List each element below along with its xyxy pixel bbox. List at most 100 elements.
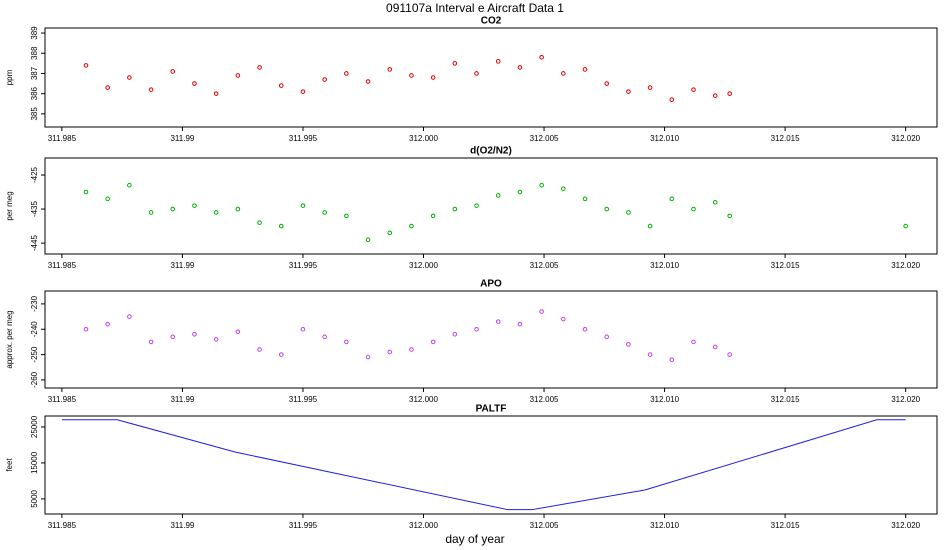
- y-tick-label: -445: [30, 235, 39, 252]
- x-tick-label: 312.010: [650, 134, 679, 143]
- data-point: [691, 87, 696, 92]
- data-point: [365, 354, 371, 360]
- data-point: [712, 93, 718, 98]
- data-point: [83, 189, 89, 195]
- data-point: [192, 81, 197, 86]
- data-point: [474, 71, 479, 76]
- data-point: [148, 87, 154, 92]
- data-point: [539, 182, 544, 188]
- y-axis-label: approx. per meg: [5, 310, 14, 368]
- y-tick-label: -435: [30, 201, 39, 218]
- x-tick-label: 311.995: [289, 395, 318, 404]
- y-tick-label: -425: [30, 166, 39, 183]
- data-point: [495, 59, 501, 64]
- data-point: [561, 186, 566, 191]
- data-point: [322, 210, 327, 215]
- panel-title: d(O2/N2): [470, 146, 512, 157]
- data-point: [647, 352, 653, 357]
- plot-frame: [44, 290, 938, 389]
- data-point: [127, 182, 132, 188]
- data-point: [105, 321, 110, 327]
- data-point: [278, 223, 284, 229]
- data-point: [213, 210, 219, 215]
- data-point: [148, 339, 154, 345]
- y-tick-label: -260: [30, 371, 39, 388]
- data-point: [409, 73, 414, 78]
- data-point: [409, 223, 414, 229]
- data-point: [257, 347, 262, 352]
- data-point: [452, 206, 458, 212]
- data-point: [626, 342, 631, 347]
- data-point: [626, 89, 631, 94]
- data-point: [235, 73, 241, 78]
- data-point: [257, 65, 262, 70]
- x-tick-label: 311.99: [170, 261, 194, 270]
- data-point: [561, 71, 566, 76]
- x-tick-label: 312.015: [771, 395, 800, 404]
- x-tick-label: 311.995: [289, 521, 318, 530]
- y-tick-label: 386: [30, 86, 39, 100]
- data-point: [430, 75, 436, 80]
- data-point: [105, 85, 110, 90]
- data-point: [344, 339, 349, 345]
- x-tick-label: 311.995: [289, 134, 318, 143]
- data-point: [669, 357, 675, 362]
- panel-title: PALTF: [476, 404, 507, 415]
- x-tick-label: 312.015: [771, 134, 800, 143]
- data-point: [235, 329, 241, 335]
- data-point: [322, 334, 327, 340]
- data-point: [344, 71, 349, 76]
- x-tick-label: 312.000: [409, 134, 438, 143]
- data-point: [604, 334, 610, 340]
- chart-title: 091107a Interval e Aircraft Data 1: [386, 1, 564, 15]
- x-tick-label: 312.010: [650, 521, 679, 530]
- data-point: [300, 203, 306, 208]
- data-point: [127, 75, 132, 80]
- data-point: [474, 203, 479, 208]
- data-point: [409, 347, 414, 352]
- x-tick-label: 311.99: [170, 521, 194, 530]
- x-tick-label: 312.000: [409, 395, 438, 404]
- y-tick-label: 385: [30, 107, 39, 121]
- x-tick-label: 311.995: [289, 261, 318, 270]
- x-tick-label: 312.005: [530, 395, 559, 404]
- data-point: [322, 77, 327, 82]
- panel-title: CO2: [481, 16, 502, 27]
- data-point: [387, 349, 393, 355]
- data-point: [517, 321, 523, 327]
- data-point: [235, 206, 241, 212]
- data-point: [517, 65, 523, 70]
- x-tick-label: 312.015: [771, 521, 800, 530]
- y-axis-label: per meg: [5, 191, 14, 220]
- data-point: [365, 79, 371, 84]
- data-point: [452, 332, 458, 337]
- x-tick-label: 312.020: [891, 134, 920, 143]
- x-tick-label: 312.020: [891, 395, 920, 404]
- y-tick-label: 15000: [30, 451, 39, 474]
- x-tick-label: 312.020: [891, 521, 920, 530]
- data-point: [691, 339, 696, 345]
- data-point: [727, 213, 732, 219]
- data-point: [582, 326, 588, 332]
- data-point: [727, 91, 732, 96]
- data-point: [517, 189, 523, 195]
- data-point: [430, 339, 436, 345]
- data-point: [561, 316, 566, 322]
- x-tick-label: 311.985: [48, 261, 77, 270]
- y-tick-label: -250: [30, 346, 39, 363]
- x-tick-label: 312.005: [530, 261, 559, 270]
- data-point: [278, 352, 284, 357]
- data-point: [105, 196, 110, 202]
- x-tick-label: 311.985: [48, 521, 77, 530]
- data-point: [344, 213, 349, 219]
- data-point: [669, 97, 675, 103]
- x-tick-label: 312.015: [771, 261, 800, 270]
- x-tick-label: 312.010: [650, 261, 679, 270]
- data-point: [170, 334, 176, 340]
- data-point: [257, 220, 262, 225]
- x-tick-label: 312.000: [409, 261, 438, 270]
- panel-title: APO: [480, 279, 502, 290]
- y-tick-label: 387: [30, 66, 39, 80]
- data-point: [582, 67, 588, 72]
